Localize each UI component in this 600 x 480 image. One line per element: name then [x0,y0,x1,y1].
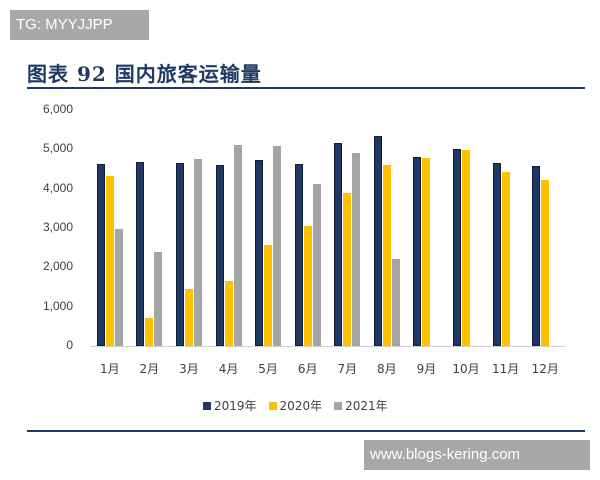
legend-swatch-icon [203,401,211,410]
x-tick-label: 7月 [337,362,358,376]
bar-2021年-5月 [273,146,282,346]
x-tick-label: 9月 [416,362,437,376]
x-tick-label: 4月 [218,362,239,376]
legend-label: 2021年 [345,399,388,413]
y-tick-label: 5,000 [42,141,73,156]
bar-2021年-8月 [391,259,400,346]
bar-2020年-12月 [541,180,550,346]
bar-2021年-1月 [114,228,123,346]
bar-2021年-6月 [312,184,321,346]
bar-2019年-7月 [334,142,343,346]
bar-2020年-9月 [422,157,431,346]
x-axis-line [90,346,565,347]
x-tick-label: 10月 [452,362,480,376]
legend: 2019年 2020年 2021年 [203,397,388,414]
bar-2019年-9月 [413,157,422,346]
bar-2020年-7月 [343,192,352,346]
bar-2021年-7月 [352,153,361,346]
bar-2020年-8月 [382,165,391,346]
bar-2020年-10月 [462,149,471,346]
x-tick-label: 3月 [179,362,199,376]
bar-2020年-2月 [145,318,154,346]
x-tick-label: 11月 [491,362,520,376]
legend-item: 2021年 [334,397,388,414]
x-tick-label: 6月 [297,362,318,376]
x-tick-label: 2月 [139,362,160,376]
bar-2019年-3月 [175,163,184,346]
bar-2019年-1月 [96,163,105,346]
bar-2020年-3月 [184,288,193,346]
plot-area [90,110,565,346]
bar-2020年-5月 [264,244,273,346]
bar-2019年-11月 [492,162,501,346]
bar-2021年-4月 [233,145,242,346]
y-tick-label: 1,000 [42,298,73,313]
bar-2019年-8月 [373,136,382,346]
bar-2021年-2月 [154,252,163,346]
legend-swatch-icon [334,401,343,410]
bar-2021年-3月 [193,159,202,346]
y-tick-label: 2,000 [42,259,73,274]
bar-2020年-6月 [303,225,312,346]
bar-2019年-2月 [136,161,145,346]
title-divider [27,87,585,89]
bar-2019年-5月 [255,159,264,346]
legend-item: 2020年 [268,397,323,414]
x-tick-label: 5月 [258,362,278,376]
bar-2019年-4月 [215,165,224,346]
bar-2019年-6月 [294,163,303,346]
bar-2020年-1月 [105,176,114,346]
x-tick-label: 8月 [377,362,397,376]
y-tick-label: 3,000 [42,220,73,234]
y-tick-label: 6,000 [42,102,73,116]
legend-item: 2019年 [203,397,257,414]
bar-2020年-4月 [224,280,233,346]
legend-label: 2020年 [279,399,323,413]
y-tick-label: 4,000 [42,180,73,195]
x-tick-label: 12月 [531,362,559,376]
bar-2019年-10月 [453,148,462,346]
y-tick-label: 0 [66,338,73,352]
legend-label: 2019年 [214,399,257,413]
watermark-bottom: www.blogs-kering.com [364,440,590,470]
bottom-divider [27,430,585,432]
figure-title: 图表 92 国内旅客运输量 [27,62,262,86]
watermark-top: TG: MYYJJPP [10,10,149,40]
bar-2019年-12月 [532,165,541,346]
bar-2020年-11月 [501,172,510,346]
x-tick-label: 1月 [99,362,120,376]
legend-swatch-icon [268,401,277,410]
